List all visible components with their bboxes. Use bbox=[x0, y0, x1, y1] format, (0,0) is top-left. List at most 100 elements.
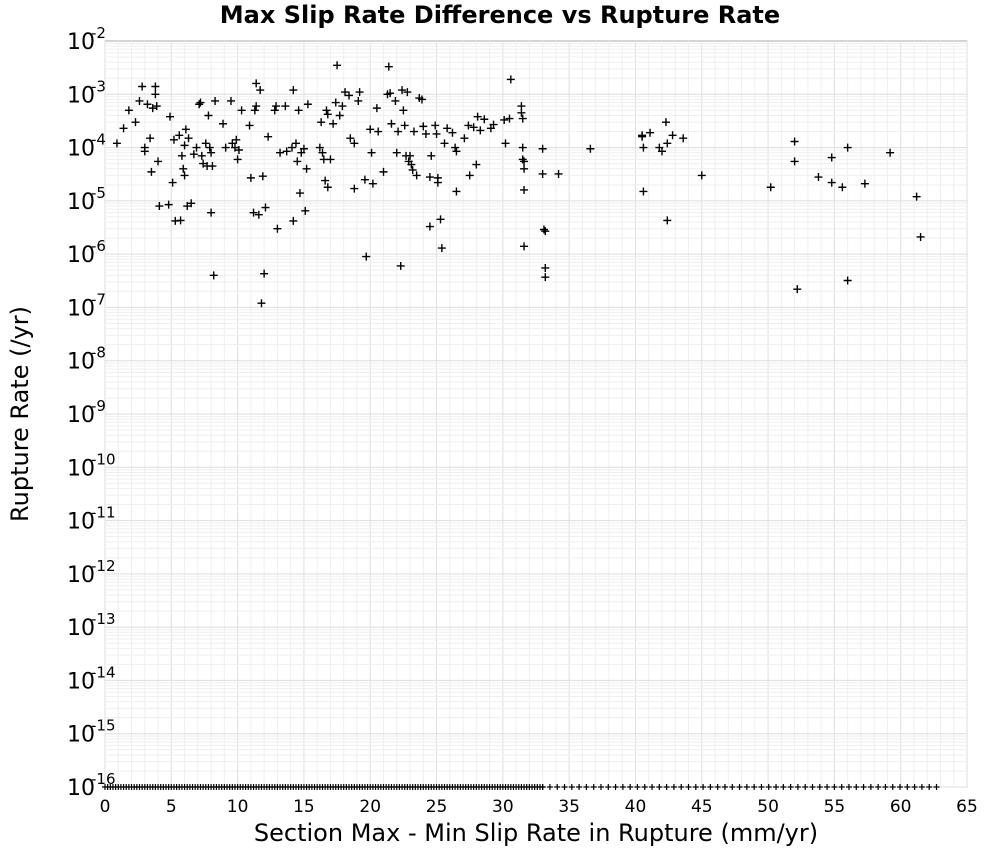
floor-point bbox=[612, 784, 619, 790]
data-point bbox=[912, 192, 921, 201]
data-point bbox=[663, 139, 672, 148]
data-point bbox=[331, 98, 340, 107]
data-point bbox=[443, 124, 452, 133]
floor-point bbox=[576, 784, 583, 790]
data-point bbox=[204, 111, 213, 120]
y-tick-exponent: -11 bbox=[91, 504, 116, 522]
data-point bbox=[146, 134, 155, 143]
data-point bbox=[661, 118, 670, 127]
floor-point bbox=[597, 784, 604, 790]
data-point bbox=[409, 127, 418, 136]
data-point bbox=[464, 121, 473, 130]
floor-point bbox=[816, 784, 823, 790]
data-point bbox=[147, 167, 156, 176]
data-point bbox=[281, 102, 290, 111]
floor-point bbox=[554, 784, 561, 790]
data-point bbox=[176, 216, 185, 225]
y-tick-exponent: -6 bbox=[91, 237, 106, 255]
data-point bbox=[431, 121, 440, 130]
data-point bbox=[289, 86, 298, 95]
floor-point bbox=[568, 784, 575, 790]
floor-point bbox=[794, 784, 801, 790]
data-point bbox=[399, 106, 408, 115]
data-point bbox=[260, 269, 269, 278]
data-point bbox=[506, 75, 515, 84]
data-point bbox=[245, 121, 254, 130]
data-point bbox=[374, 127, 383, 136]
y-tick-exponent: -13 bbox=[91, 610, 116, 628]
data-point bbox=[518, 143, 527, 152]
data-point bbox=[451, 143, 460, 152]
floor-point bbox=[845, 784, 852, 790]
y-tick-base: 10 bbox=[67, 616, 95, 641]
data-point bbox=[197, 151, 206, 160]
data-point bbox=[256, 86, 265, 95]
floor-point bbox=[656, 784, 663, 790]
data-point bbox=[140, 147, 149, 156]
data-point bbox=[396, 261, 405, 270]
data-point bbox=[392, 148, 401, 157]
data-points bbox=[112, 61, 925, 308]
data-point bbox=[425, 173, 434, 182]
data-point bbox=[326, 155, 335, 164]
data-point bbox=[154, 157, 163, 166]
data-point bbox=[179, 164, 188, 173]
x-tick-label: 65 bbox=[956, 797, 978, 817]
data-point bbox=[916, 232, 925, 241]
data-point bbox=[119, 124, 128, 133]
floor-point bbox=[765, 784, 772, 790]
data-point bbox=[793, 285, 802, 294]
data-point bbox=[400, 121, 409, 130]
data-point bbox=[135, 96, 144, 105]
data-point bbox=[843, 143, 852, 152]
data-point bbox=[517, 108, 526, 117]
x-tick-label: 30 bbox=[492, 797, 514, 817]
data-point bbox=[394, 127, 403, 136]
y-tick-exponent: -2 bbox=[91, 24, 106, 42]
data-point bbox=[299, 144, 308, 153]
floor-point bbox=[714, 784, 721, 790]
data-point bbox=[472, 160, 481, 169]
data-point bbox=[541, 263, 550, 272]
data-point bbox=[697, 171, 706, 180]
floor-point bbox=[605, 784, 612, 790]
data-point bbox=[638, 132, 647, 141]
data-point bbox=[639, 143, 648, 152]
data-point bbox=[350, 184, 359, 193]
data-point bbox=[469, 123, 478, 132]
data-point bbox=[249, 208, 258, 217]
data-point bbox=[360, 175, 369, 184]
data-point bbox=[294, 106, 303, 115]
y-tick-exponent: -9 bbox=[91, 397, 106, 415]
data-point bbox=[372, 104, 381, 113]
data-point bbox=[189, 150, 198, 159]
floor-point bbox=[627, 784, 634, 790]
y-tick-base: 10 bbox=[67, 350, 95, 375]
data-point bbox=[827, 178, 836, 187]
data-point bbox=[282, 147, 291, 156]
x-axis-ticks: 0 5 10 15 20 25 30 35 40 45 50 55 60 65 bbox=[100, 797, 978, 817]
y-tick-base: 10 bbox=[67, 510, 95, 535]
data-point bbox=[295, 189, 304, 198]
floor-point bbox=[780, 784, 787, 790]
data-point bbox=[192, 143, 201, 152]
data-point bbox=[790, 157, 799, 166]
data-point bbox=[180, 171, 189, 180]
data-point bbox=[476, 126, 485, 135]
data-point bbox=[489, 120, 498, 129]
y-axis-ticks: 10-210-310-410-510-610-710-810-910-1010-… bbox=[67, 24, 116, 801]
data-point bbox=[155, 202, 164, 211]
data-point bbox=[398, 86, 407, 95]
data-point bbox=[187, 199, 196, 208]
data-point bbox=[207, 148, 216, 157]
floor-point bbox=[838, 784, 845, 790]
data-point bbox=[318, 148, 327, 157]
floor-point bbox=[641, 784, 648, 790]
data-point bbox=[657, 147, 666, 156]
data-point bbox=[668, 131, 677, 140]
floor-point bbox=[743, 784, 750, 790]
data-point bbox=[452, 147, 461, 156]
data-point bbox=[766, 183, 775, 192]
data-point bbox=[417, 95, 426, 104]
y-tick-exponent: -16 bbox=[91, 770, 116, 788]
